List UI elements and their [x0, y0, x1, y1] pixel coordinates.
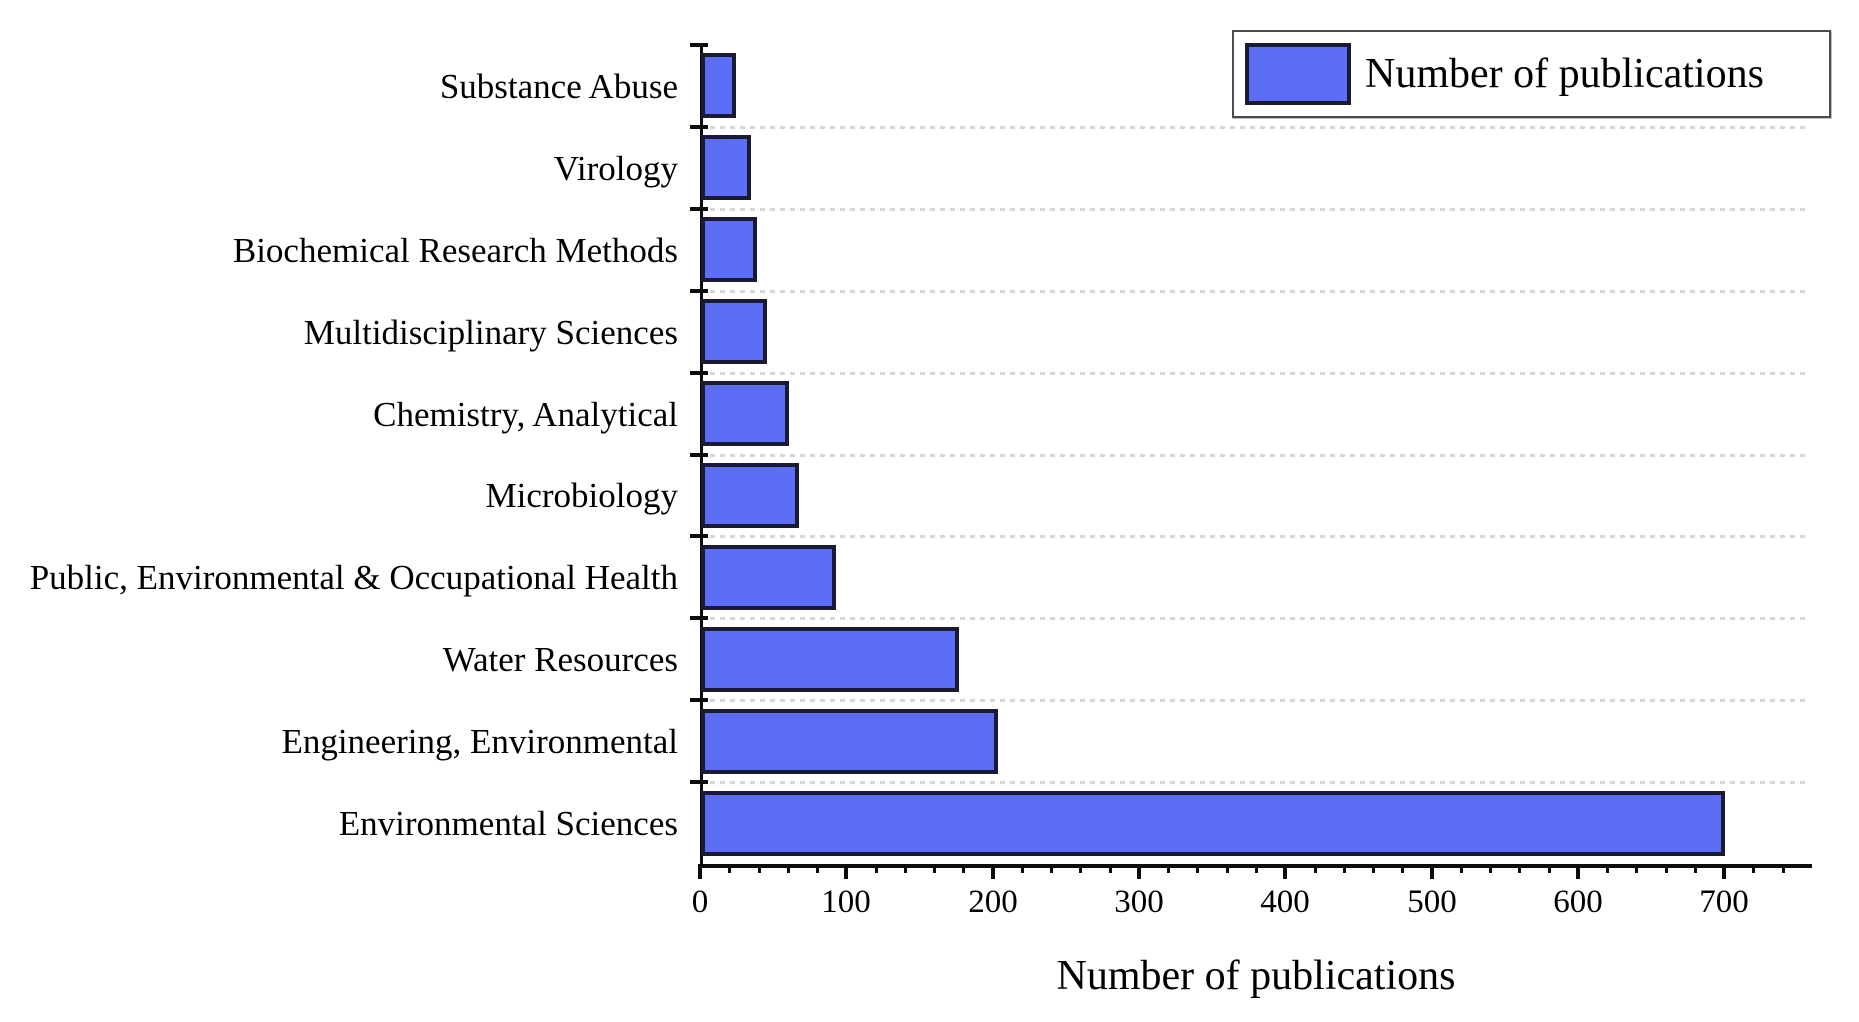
x-minor-tick — [1606, 864, 1609, 873]
x-minor-tick — [1752, 864, 1755, 873]
x-major-tick — [1137, 864, 1141, 879]
bar — [701, 545, 836, 610]
bar — [701, 299, 767, 364]
x-tick-label: 100 — [821, 884, 871, 920]
y-axis-tick — [690, 616, 708, 620]
bar — [701, 463, 799, 528]
y-axis-tick — [690, 698, 708, 702]
x-minor-tick — [1548, 864, 1551, 873]
x-minor-tick — [875, 864, 878, 873]
x-tick-label: 200 — [968, 884, 1018, 920]
x-minor-tick — [1782, 864, 1785, 873]
x-minor-tick — [1079, 864, 1082, 873]
x-major-tick — [1283, 864, 1287, 879]
category-separator-gridline — [710, 535, 1810, 538]
x-tick-label: 0 — [691, 884, 709, 920]
bar — [701, 381, 789, 446]
category-separator-gridline — [710, 454, 1810, 457]
x-minor-tick — [933, 864, 936, 873]
x-minor-tick — [728, 864, 731, 873]
y-axis-tick — [690, 453, 708, 457]
category-label: Virology — [553, 149, 678, 188]
bar — [701, 135, 751, 200]
x-minor-tick — [1109, 864, 1112, 873]
bar — [701, 217, 757, 282]
x-minor-tick — [1314, 864, 1317, 873]
category-separator-gridline — [710, 208, 1810, 211]
category-axis-labels: Substance Abuse Virology Biochemical Resea… — [0, 45, 688, 864]
legend-color-swatch — [1245, 43, 1351, 105]
y-axis-tick — [690, 534, 708, 538]
x-major-tick — [1576, 864, 1580, 879]
x-minor-tick — [1167, 864, 1170, 873]
y-axis-tick — [690, 289, 708, 293]
x-minor-tick — [1343, 864, 1346, 873]
x-tick-label: 300 — [1114, 884, 1164, 920]
x-minor-tick — [1665, 864, 1668, 873]
x-minor-tick — [816, 864, 819, 873]
bar — [701, 791, 1725, 856]
category-label: Microbiology — [485, 476, 678, 515]
y-axis-tick — [690, 125, 708, 129]
y-axis-tick — [690, 207, 708, 211]
x-minor-tick — [1050, 864, 1053, 873]
bar — [701, 709, 998, 774]
y-axis-tick — [690, 371, 708, 375]
category-label: Public, Environmental & Occupational Hea… — [29, 558, 678, 597]
legend-label: Number of publications — [1365, 51, 1764, 97]
plot-area — [690, 43, 1812, 879]
category-label: Water Resources — [442, 640, 678, 679]
category-label: Biochemical Research Methods — [232, 231, 678, 270]
category-separator-gridline — [710, 617, 1810, 620]
x-major-tick — [1430, 864, 1434, 879]
x-minor-tick — [1226, 864, 1229, 873]
x-axis-title: Number of publications — [1056, 953, 1456, 999]
x-minor-tick — [1255, 864, 1258, 873]
category-label: Engineering, Environmental — [281, 722, 678, 761]
y-axis-tick — [690, 43, 708, 47]
x-minor-tick — [1518, 864, 1521, 873]
x-minor-tick — [1401, 864, 1404, 873]
category-separator-gridline — [710, 372, 1810, 375]
x-minor-tick — [1635, 864, 1638, 873]
y-axis-tick — [690, 780, 708, 784]
x-minor-tick — [962, 864, 965, 873]
x-major-tick — [844, 864, 848, 879]
bar — [701, 53, 736, 118]
x-tick-label: 700 — [1699, 884, 1749, 920]
x-tick-label: 400 — [1260, 884, 1310, 920]
x-minor-tick — [787, 864, 790, 873]
x-minor-tick — [1460, 864, 1463, 873]
x-tick-label: 600 — [1553, 884, 1603, 920]
x-major-tick — [698, 864, 702, 879]
x-minor-tick — [904, 864, 907, 873]
category-label: Environmental Sciences — [338, 804, 678, 843]
x-major-tick — [1722, 864, 1726, 879]
category-label: Substance Abuse — [439, 67, 678, 106]
category-label: Multidisciplinary Sciences — [303, 313, 678, 352]
x-minor-tick — [1694, 864, 1697, 873]
category-separator-gridline — [710, 126, 1810, 129]
category-label: Chemistry, Analytical — [373, 395, 678, 434]
x-minor-tick — [1489, 864, 1492, 873]
x-tick-label: 500 — [1407, 884, 1457, 920]
legend: Number of publications — [1232, 30, 1831, 118]
category-separator-gridline — [710, 781, 1810, 784]
x-minor-tick — [758, 864, 761, 873]
bar — [701, 627, 959, 692]
category-separator-gridline — [710, 290, 1810, 293]
x-minor-tick — [1372, 864, 1375, 873]
x-minor-tick — [1196, 864, 1199, 873]
category-separator-gridline — [710, 699, 1810, 702]
x-major-tick — [991, 864, 995, 879]
x-minor-tick — [1021, 864, 1024, 873]
